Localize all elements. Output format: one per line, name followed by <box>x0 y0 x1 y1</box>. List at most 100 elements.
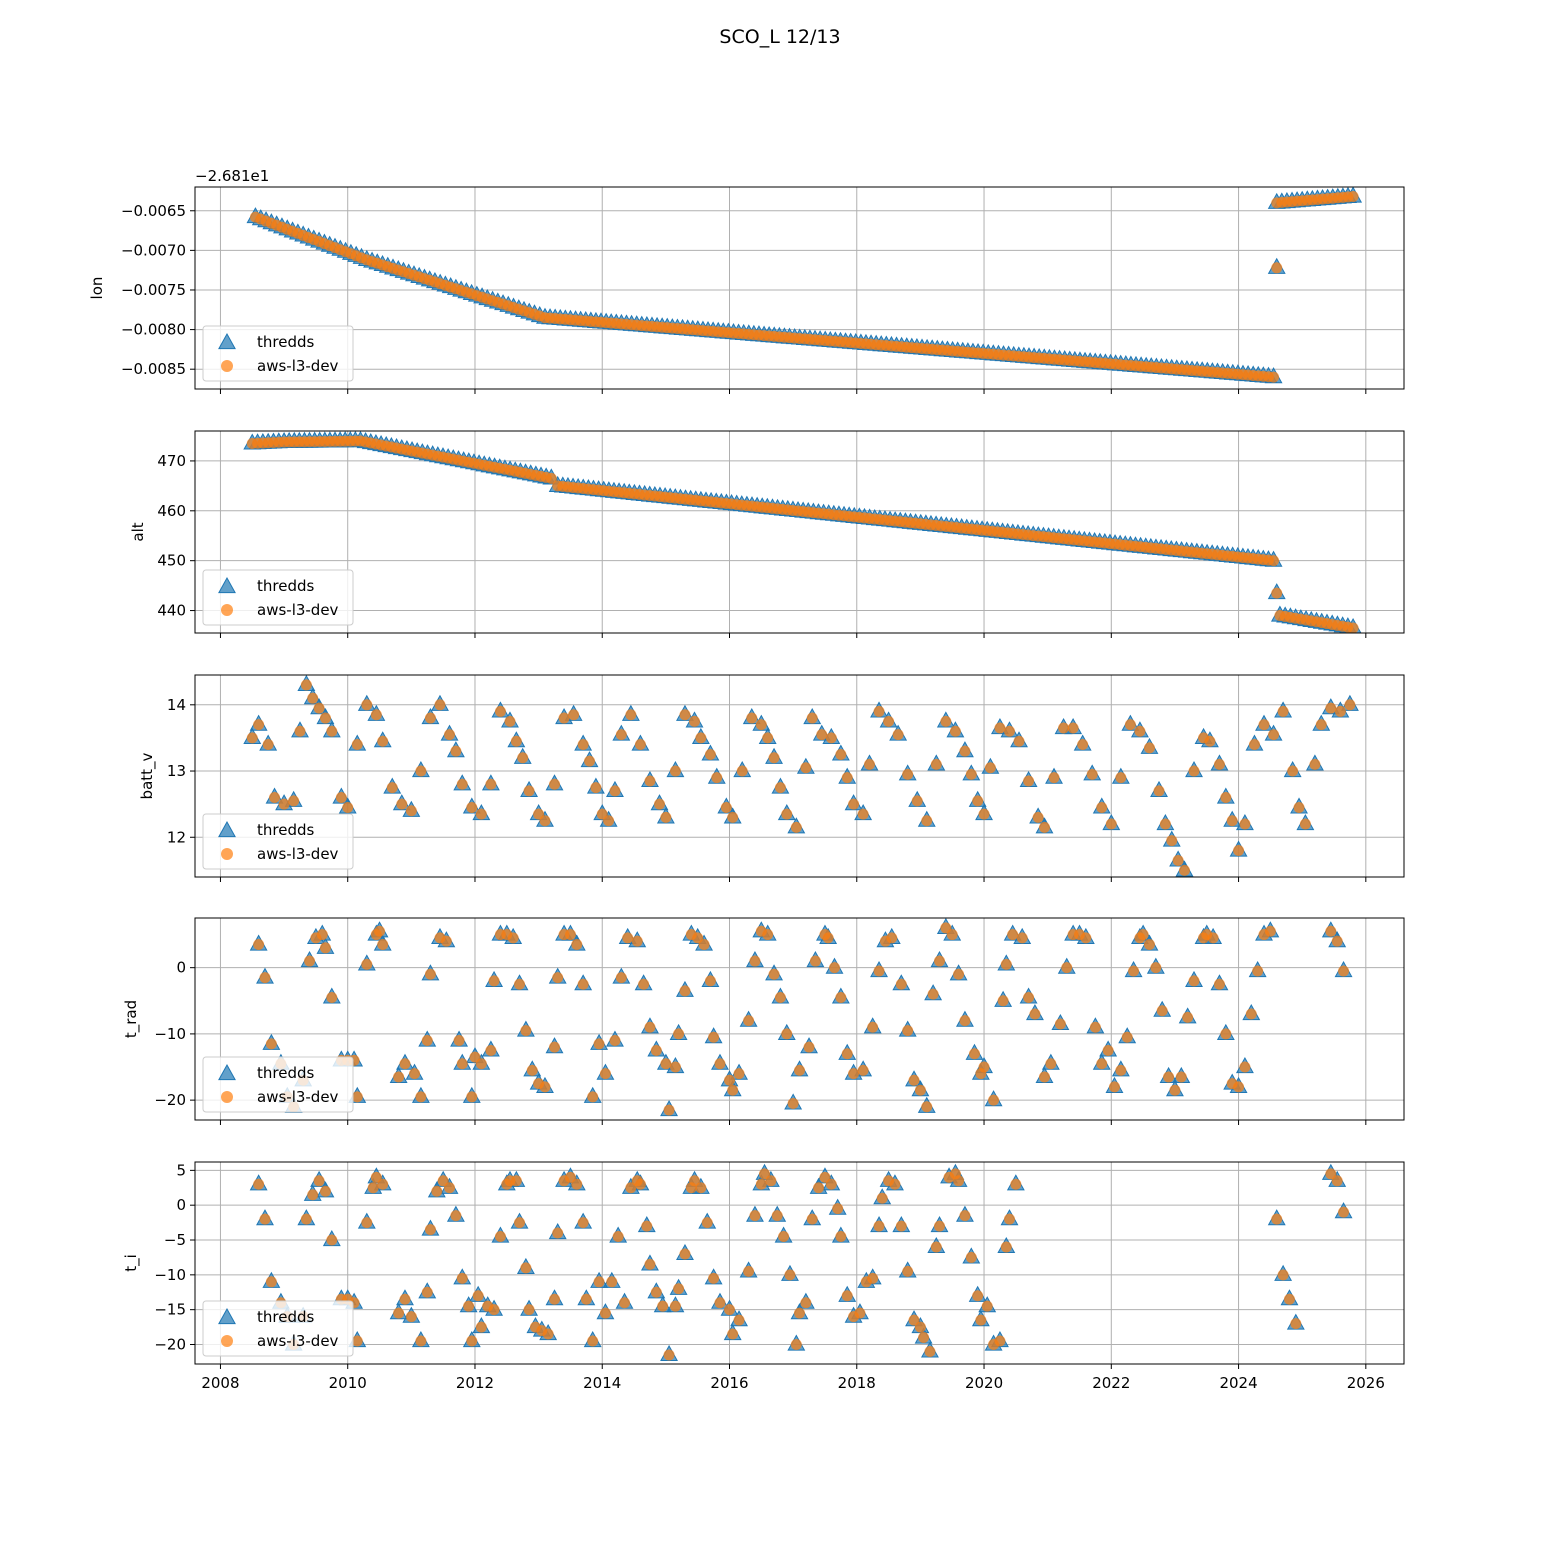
legend-aws-l3-dev-label: aws-l3-dev <box>257 601 339 619</box>
aws-l3-dev-point <box>689 1175 701 1187</box>
aws-l3-dev-point <box>978 808 990 820</box>
aws-l3-dev-point <box>1115 1064 1127 1076</box>
aws-l3-dev-point <box>259 972 271 984</box>
aws-l3-dev-point <box>930 1241 942 1253</box>
aws-l3-dev-point <box>523 785 535 797</box>
aws-l3-dev-point <box>1013 735 1025 747</box>
aws-l3-dev-point <box>304 955 316 967</box>
legend-thredds-marker <box>218 332 236 350</box>
aws-l3-dev-point <box>921 815 933 827</box>
aws-l3-dev-point <box>1325 1168 1337 1180</box>
axes-frame <box>194 917 1405 1121</box>
x-tick-label: 2024 <box>1219 1374 1257 1392</box>
aws-l3-dev-point <box>1121 1031 1133 1043</box>
aws-l3-dev-point <box>638 978 650 990</box>
aws-l3-dev-point <box>494 705 506 717</box>
aws-l3-dev-point <box>539 815 551 827</box>
aws-l3-dev-point <box>1239 1061 1251 1073</box>
aws-l3-dev-point <box>405 805 417 817</box>
aws-l3-dev-point <box>507 932 519 944</box>
aws-l3-dev-point <box>577 739 589 751</box>
aws-l3-dev-point <box>790 821 802 833</box>
aws-l3-dev-point <box>319 942 331 954</box>
aws-l3-dev-point <box>650 1286 662 1298</box>
y-tick-label: 0 <box>176 1196 186 1214</box>
aws-l3-dev-point <box>377 938 389 950</box>
aws-l3-dev-point <box>466 801 478 813</box>
aws-l3-dev-point <box>253 719 265 731</box>
aws-l3-dev-point <box>972 795 984 807</box>
y-tick-label: −0.0080 <box>121 321 186 339</box>
aws-l3-dev-point <box>733 1314 745 1326</box>
aws-l3-dev-point <box>253 1178 265 1190</box>
axes-frame <box>194 430 1405 634</box>
aws-l3-dev-point <box>857 1064 869 1076</box>
aws-l3-dev-point <box>809 955 821 967</box>
panel-alt: 440 450 460 470 alt thredds aws-l3-dev <box>129 430 1405 638</box>
aws-l3-dev-point <box>743 1265 755 1277</box>
axes-frame <box>194 186 1405 390</box>
aws-l3-dev-point <box>768 752 780 764</box>
y-tick-label: 440 <box>157 602 186 620</box>
series-aws-l3-dev <box>246 435 1359 633</box>
aws-l3-dev-point <box>405 1311 417 1323</box>
x-tick-label: 2016 <box>710 1374 748 1392</box>
y-tick-label: 470 <box>157 452 186 470</box>
y-axis-label: alt <box>129 522 147 541</box>
aws-l3-dev-point <box>351 1091 363 1103</box>
aws-l3-dev-point <box>603 815 615 827</box>
aws-l3-dev-point <box>724 1074 736 1086</box>
aws-l3-dev-point <box>1000 1241 1012 1253</box>
aws-l3-dev-point <box>679 1248 691 1260</box>
aws-l3-dev-point <box>571 1178 583 1190</box>
legend-aws-l3-dev-label: aws-l3-dev <box>257 1088 339 1106</box>
aws-l3-dev-point <box>609 785 621 797</box>
aws-l3-dev-point <box>746 712 758 724</box>
aws-l3-dev-point <box>762 732 774 744</box>
legend-box <box>202 1300 354 1357</box>
aws-l3-dev-point <box>377 735 389 747</box>
series-aws-l3-dev <box>253 922 1350 1116</box>
aws-l3-dev-point <box>886 932 898 944</box>
aws-l3-dev-point <box>1143 938 1155 950</box>
aws-l3-dev-point <box>908 1314 920 1326</box>
aws-l3-dev-point <box>708 1272 720 1284</box>
aws-l3-dev-point <box>300 679 312 691</box>
y-axis-label: t_rad <box>122 1000 141 1038</box>
aws-l3-dev-point <box>994 1335 1006 1347</box>
aws-l3-dev-point <box>984 762 996 774</box>
aws-l3-dev-point <box>994 722 1006 734</box>
series-aws-l3-dev <box>246 679 1356 876</box>
aws-l3-dev-point <box>911 795 923 807</box>
aws-l3-dev-point <box>1293 801 1305 813</box>
aws-l3-dev-point <box>1271 1213 1283 1225</box>
aws-l3-dev-point <box>816 729 828 741</box>
aws-l3-dev-point <box>393 1071 405 1083</box>
y-tick-label: −10 <box>154 1266 186 1284</box>
aws-l3-dev-point <box>1315 719 1327 731</box>
aws-l3-dev-point <box>828 962 840 974</box>
aws-l3-dev-point <box>965 768 977 780</box>
aws-l3-dev-point <box>841 1048 853 1060</box>
aws-l3-dev-point <box>307 1189 319 1201</box>
aws-l3-dev-point <box>644 1021 656 1033</box>
y-tick-label: −0.0085 <box>121 360 186 378</box>
aws-l3-dev-point <box>587 1335 599 1347</box>
aws-l3-dev-point <box>873 705 885 717</box>
aws-l3-dev-point <box>841 1290 853 1302</box>
x-tick-label: 2018 <box>838 1374 876 1392</box>
aws-l3-dev-point <box>1150 962 1162 974</box>
aws-l3-dev-point <box>714 1297 726 1309</box>
aws-l3-dev-point <box>663 1349 675 1361</box>
aws-l3-dev-point <box>326 991 338 1003</box>
aws-l3-dev-point <box>599 1068 611 1080</box>
aws-l3-dev-point <box>1182 1011 1194 1023</box>
aws-l3-dev-point <box>1334 705 1346 717</box>
y-tick-label: −20 <box>154 1335 186 1353</box>
aws-l3-dev-point <box>1134 725 1146 737</box>
aws-l3-dev-point <box>749 955 761 967</box>
aws-l3-dev-point <box>806 1213 818 1225</box>
y-tick-label: −20 <box>154 1091 186 1109</box>
x-tick-label: 2008 <box>201 1374 239 1392</box>
